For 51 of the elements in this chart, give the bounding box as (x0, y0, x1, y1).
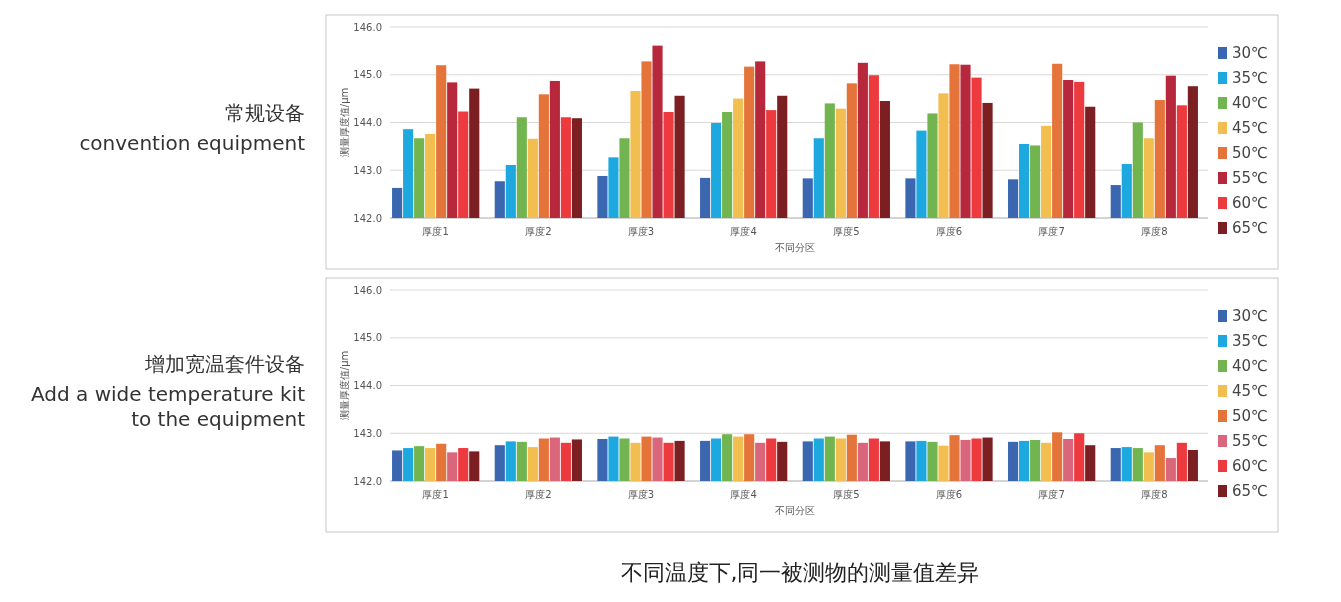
x-tick-label: 厚度6 (935, 489, 963, 500)
legend-label: 35℃ (1232, 69, 1268, 87)
y-tick-label: 145.0 (353, 69, 382, 81)
legend-label: 45℃ (1232, 382, 1268, 400)
legend-label: 30℃ (1232, 307, 1268, 325)
x-tick-label: 厚度3 (627, 489, 655, 500)
y-tick-label: 142.0 (353, 475, 382, 487)
legend-label: 45℃ (1232, 119, 1268, 137)
x-tick-label: 厚度2 (525, 226, 552, 237)
x-tick-label: 厚度7 (1038, 226, 1065, 237)
y-tick-label: 145.0 (353, 332, 382, 344)
y-tick-label: 142.0 (353, 212, 382, 224)
legend-label: 50℃ (1232, 144, 1268, 162)
legend-label: 55℃ (1232, 432, 1268, 450)
x-tick-label: 厚度5 (833, 489, 860, 500)
y-tick-label: 146.0 (353, 21, 382, 33)
legend-label: 65℃ (1232, 219, 1268, 237)
y-axis-title: 测量厚度值/μm (339, 87, 350, 158)
legend-label: 60℃ (1232, 194, 1268, 212)
y-tick-label: 144.0 (353, 117, 382, 128)
text: Add a wide temperature kit to the equipment (30, 382, 306, 431)
x-tick-label: 厚度6 (935, 226, 963, 237)
x-tick-label: 厚度1 (422, 226, 449, 237)
y-tick-label: 143.0 (353, 427, 382, 439)
text: 增加宽温套件设备 (144, 352, 305, 376)
y-axis-title: 测量厚度值/μm (339, 350, 350, 421)
x-tick-label: 厚度4 (730, 226, 757, 237)
x-tick-label: 厚度4 (730, 489, 757, 500)
x-tick-label: 厚度5 (833, 226, 860, 237)
text: convention equipment (79, 131, 306, 155)
text: 常规设备 (225, 101, 305, 125)
legend-label: 30℃ (1232, 44, 1268, 62)
y-tick-label: 146.0 (353, 284, 382, 296)
x-axis-title: 不同分区 (775, 505, 815, 516)
legend-label: 55℃ (1232, 169, 1268, 187)
x-tick-label: 厚度1 (422, 489, 449, 500)
legend-label: 50℃ (1232, 407, 1268, 425)
x-tick-label: 厚度3 (627, 226, 655, 237)
y-tick-label: 144.0 (353, 380, 382, 391)
legend-label: 40℃ (1232, 357, 1268, 375)
x-tick-label: 厚度8 (1141, 226, 1168, 237)
legend-label: 60℃ (1232, 457, 1268, 475)
x-tick-label: 厚度2 (525, 489, 552, 500)
x-tick-label: 厚度8 (1141, 489, 1168, 500)
x-axis-title: 不同分区 (775, 242, 815, 253)
legend-label: 35℃ (1232, 332, 1268, 350)
x-tick-label: 厚度7 (1038, 489, 1065, 500)
legend-label: 40℃ (1232, 94, 1268, 112)
text: 不同温度下,同一被测物的测量值差异 (620, 560, 980, 585)
legend-label: 65℃ (1232, 482, 1268, 500)
y-tick-label: 143.0 (353, 164, 382, 176)
